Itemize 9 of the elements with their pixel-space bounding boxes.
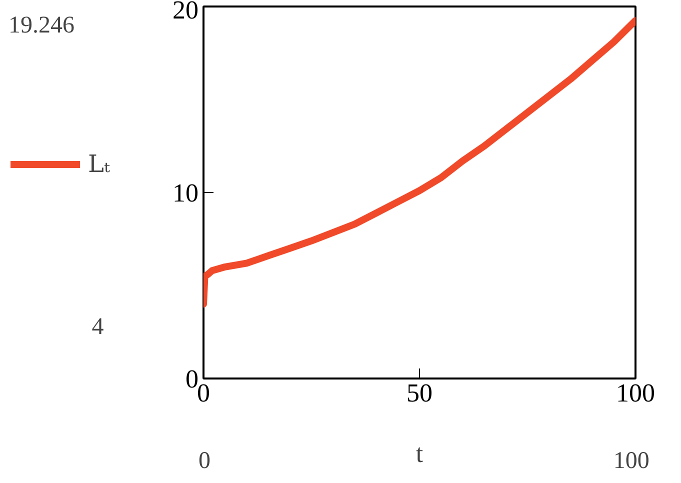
text: 4 bbox=[92, 314, 104, 340]
y-tick-label: 10 bbox=[172, 178, 198, 208]
x-axis-title: t bbox=[416, 439, 424, 468]
y-tick-label: 20 bbox=[172, 0, 198, 24]
text: 100 bbox=[613, 448, 650, 474]
text: 19.246 bbox=[8, 12, 74, 39]
x-tick-label: 100 bbox=[616, 378, 655, 408]
legend-label: Lₜ bbox=[88, 150, 110, 178]
x-tick-label: 50 bbox=[406, 378, 432, 408]
